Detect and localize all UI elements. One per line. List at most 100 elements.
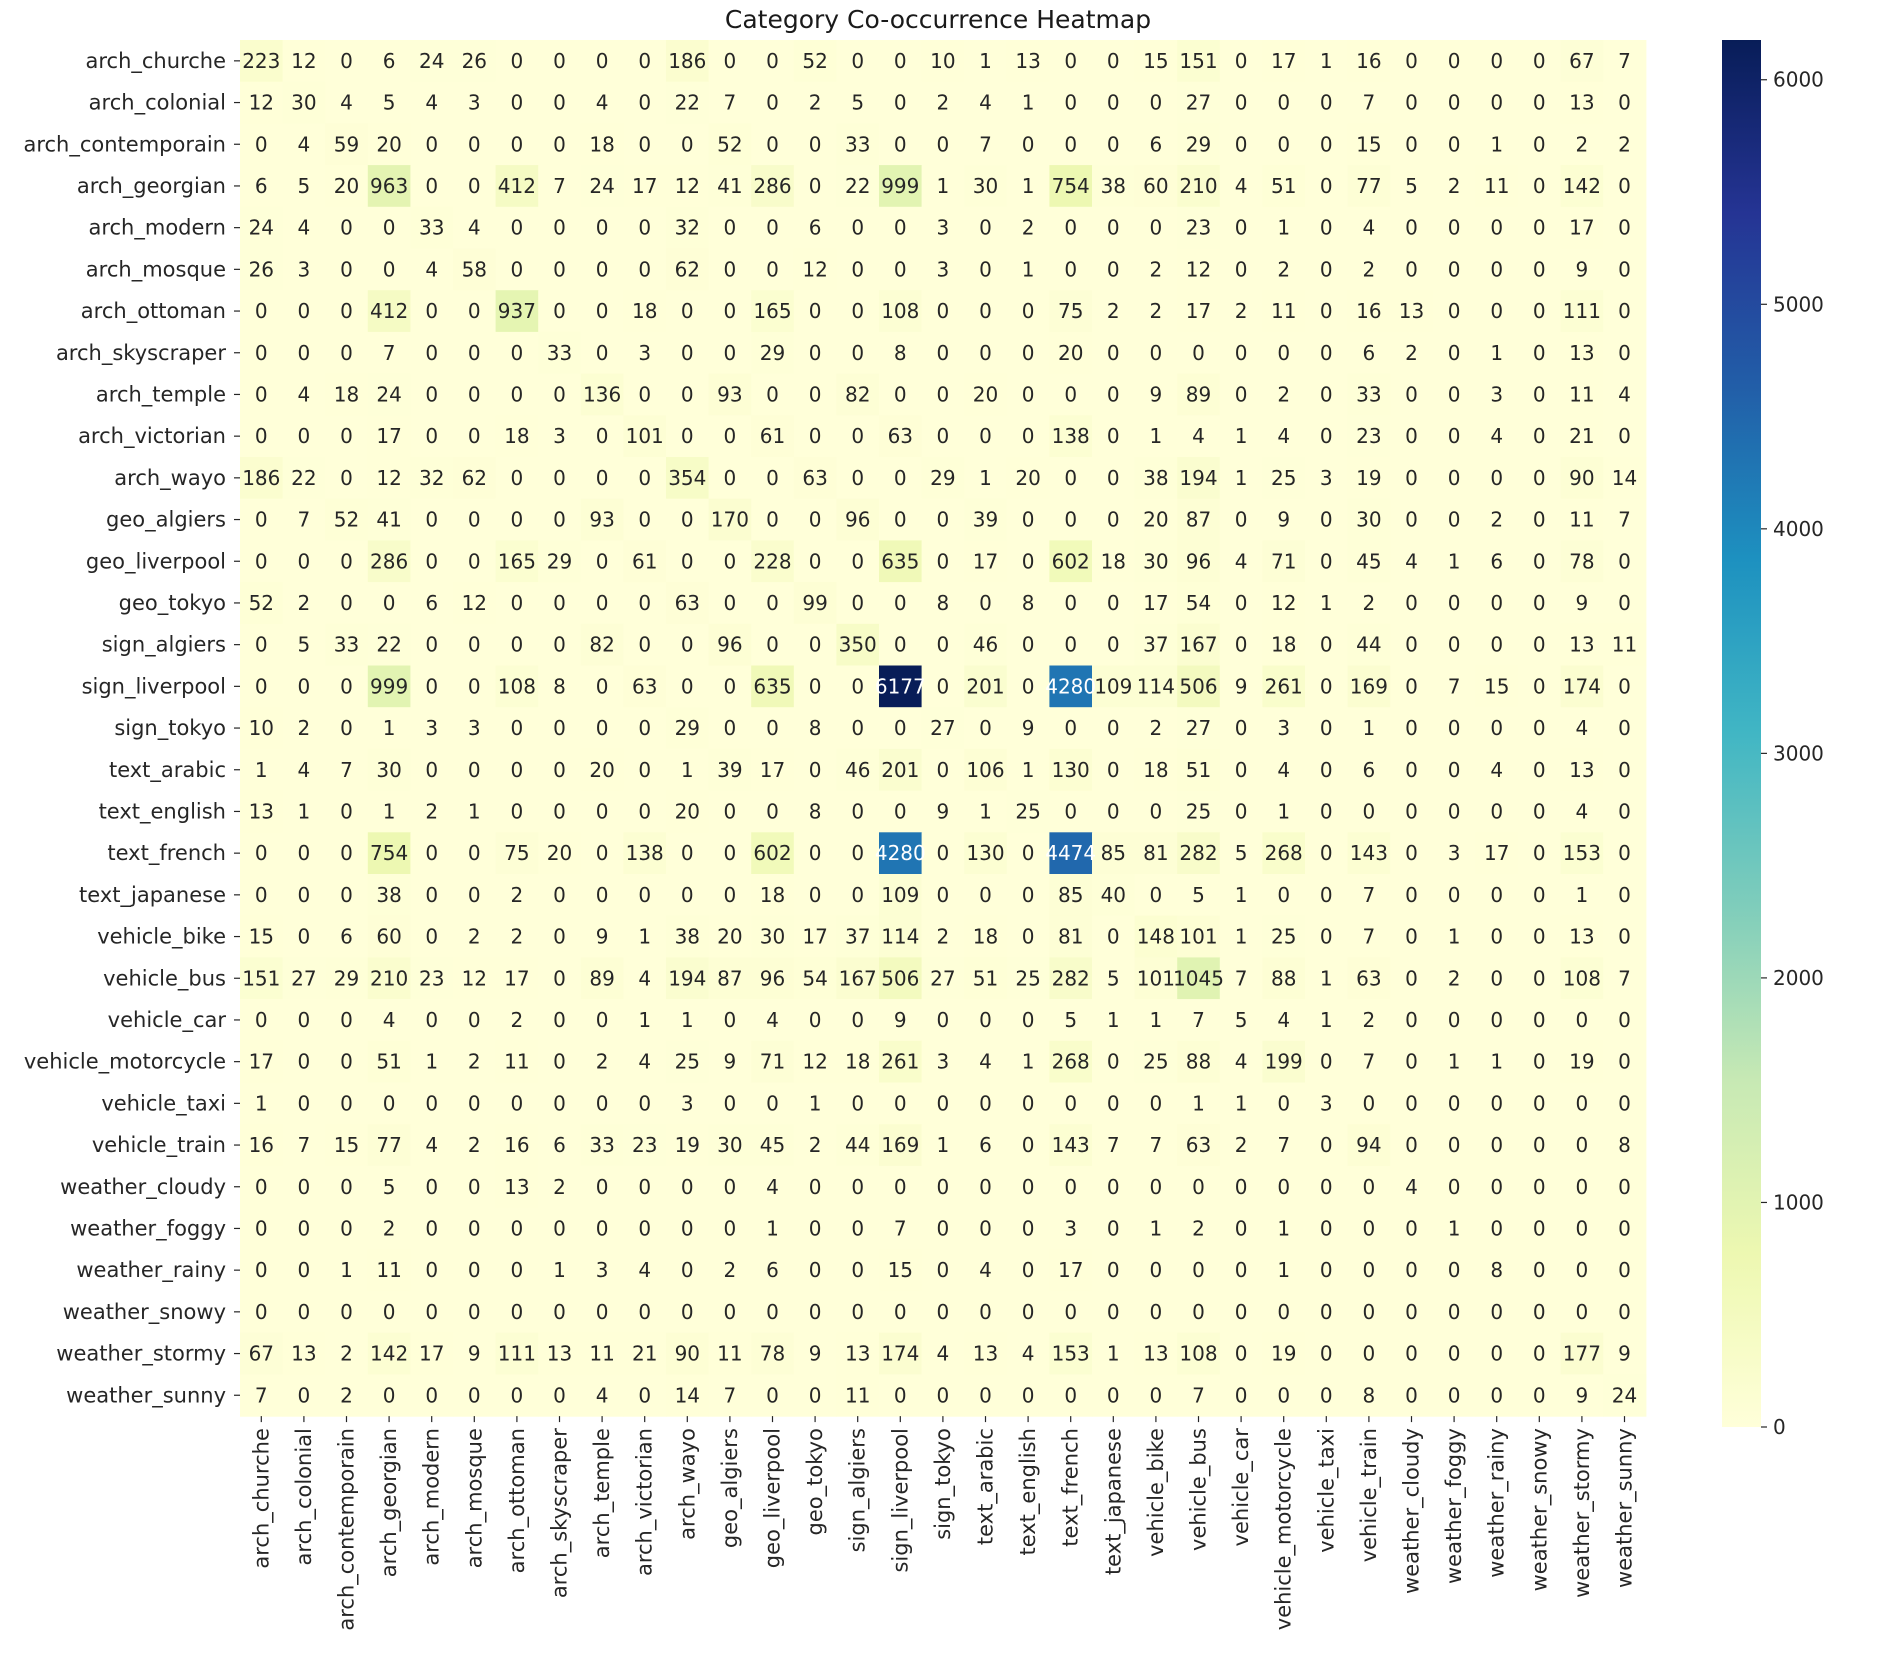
cell-value-label: 25	[1143, 1050, 1168, 1074]
cell-value-label: 0	[1064, 716, 1077, 740]
heatmap-cell	[538, 874, 582, 917]
heatmap-cell	[708, 790, 752, 833]
heatmap-cell	[1390, 915, 1434, 958]
cell-value-label: 0	[851, 1258, 864, 1282]
heatmap-cell	[964, 457, 1008, 500]
cell-value-label: 0	[1490, 925, 1503, 949]
heatmap-cell	[580, 1374, 624, 1417]
heatmap-cell	[240, 1249, 284, 1292]
cell-value-label: 7	[383, 341, 396, 365]
heatmap-cell	[1518, 373, 1562, 416]
cell-value-label: 0	[255, 841, 268, 865]
heatmap-cell	[240, 707, 284, 750]
cell-value-label: 0	[1405, 674, 1418, 698]
y-axis-ticks: arch_churchearch_colonialarch_contempora…	[23, 49, 240, 1408]
heatmap-cell	[1006, 1165, 1050, 1209]
cell-value-label: 0	[681, 633, 694, 657]
heatmap-cell	[1049, 1332, 1093, 1375]
cell-value-label: 0	[1107, 633, 1120, 657]
heatmap-cell	[1560, 457, 1604, 500]
heatmap-cell	[836, 373, 880, 416]
cell-value-label: 60	[1143, 174, 1168, 198]
heatmap-cell	[836, 165, 880, 208]
cell-value-label: 0	[894, 799, 907, 823]
cell-value-label: 0	[468, 1175, 481, 1199]
heatmap-cell	[367, 81, 411, 124]
colorbar-gradient	[1722, 40, 1761, 1427]
cell-value-label: 0	[979, 1175, 992, 1199]
cell-value-label: 0	[1533, 1175, 1546, 1199]
cell-value-label: 0	[1490, 216, 1503, 240]
heatmap-cell	[793, 748, 837, 792]
heatmap-cell	[367, 1040, 411, 1084]
cell-value-label: 0	[1405, 1258, 1418, 1282]
cell-value-label: 18	[1101, 549, 1126, 573]
heatmap-cell	[1134, 248, 1178, 291]
heatmap-cell	[1006, 1249, 1050, 1292]
cell-value-label: 0	[1448, 1342, 1461, 1366]
heatmap-cell	[240, 40, 284, 83]
heatmap-cell	[453, 165, 497, 208]
heatmap-cell	[1432, 331, 1476, 375]
cell-value-label: 7	[255, 1383, 268, 1407]
heatmap-cell	[1475, 123, 1519, 166]
heatmap-cell	[1475, 290, 1519, 333]
heatmap-cell	[410, 999, 454, 1042]
heatmap-cell	[623, 665, 667, 708]
cell-value-label: 0	[894, 1383, 907, 1407]
heatmap-cell	[1390, 40, 1434, 83]
heatmap-cell	[879, 1374, 923, 1417]
heatmap-cell	[793, 165, 837, 208]
cell-value-label: 0	[1235, 1216, 1248, 1240]
cell-value-label: 0	[511, 633, 524, 657]
heatmap-cell	[1092, 1332, 1136, 1375]
cell-value-label: 0	[979, 1383, 992, 1407]
heatmap-cell	[495, 623, 539, 667]
heatmap-cell	[282, 1165, 326, 1209]
cell-value-label: 33	[845, 132, 870, 156]
cell-value-label: 0	[1235, 591, 1248, 615]
x-tick-label: arch_skyscraper	[548, 1428, 573, 1598]
heatmap-cell	[964, 790, 1008, 833]
heatmap-cell	[751, 665, 795, 708]
cell-value-label: 16	[249, 1133, 274, 1157]
cell-value-label: 0	[425, 1300, 438, 1324]
cell-value-label: 0	[638, 1383, 651, 1407]
cell-value-label: 0	[1235, 132, 1248, 156]
cell-value-label: 0	[1235, 1342, 1248, 1366]
heatmap-cell	[1432, 81, 1476, 124]
heatmap-cell	[921, 665, 965, 708]
heatmap-cell	[1262, 1124, 1306, 1167]
cell-value-label: 1045	[1173, 966, 1224, 990]
heatmap-cell	[240, 248, 284, 291]
x-tick-label: arch_mosque	[462, 1428, 487, 1568]
cell-value-label: 0	[255, 674, 268, 698]
cell-value-label: 0	[1320, 508, 1333, 532]
heatmap-cell	[1049, 123, 1093, 166]
heatmap-cell	[240, 1207, 284, 1250]
heatmap-cell	[580, 1124, 624, 1167]
cell-value-label: 13	[1569, 341, 1594, 365]
cell-value-label: 0	[1618, 674, 1631, 698]
cell-value-label: 0	[1405, 925, 1418, 949]
heatmap-cell	[793, 665, 837, 708]
cell-value-label: 0	[681, 841, 694, 865]
y-tick-label: text_english	[99, 799, 226, 824]
cell-value-label: 0	[1022, 341, 1035, 365]
heatmap-cell	[495, 1040, 539, 1084]
heatmap-cell	[367, 874, 411, 917]
cell-value-label: 38	[675, 925, 700, 949]
heatmap-cell	[453, 206, 497, 250]
heatmap-cell	[1390, 748, 1434, 792]
cell-value-label: 0	[340, 841, 353, 865]
heatmap-cell	[325, 957, 369, 1000]
heatmap-cell	[751, 623, 795, 667]
heatmap-cell	[1390, 206, 1434, 250]
cell-value-label: 30	[760, 925, 785, 949]
heatmap-cell	[1134, 1040, 1178, 1084]
heatmap-cell	[964, 623, 1008, 667]
cell-value-label: 153	[1563, 841, 1601, 865]
heatmap-cell	[708, 1374, 752, 1417]
cell-value-label: 52	[717, 132, 742, 156]
cell-value-label: 4	[1277, 758, 1290, 782]
